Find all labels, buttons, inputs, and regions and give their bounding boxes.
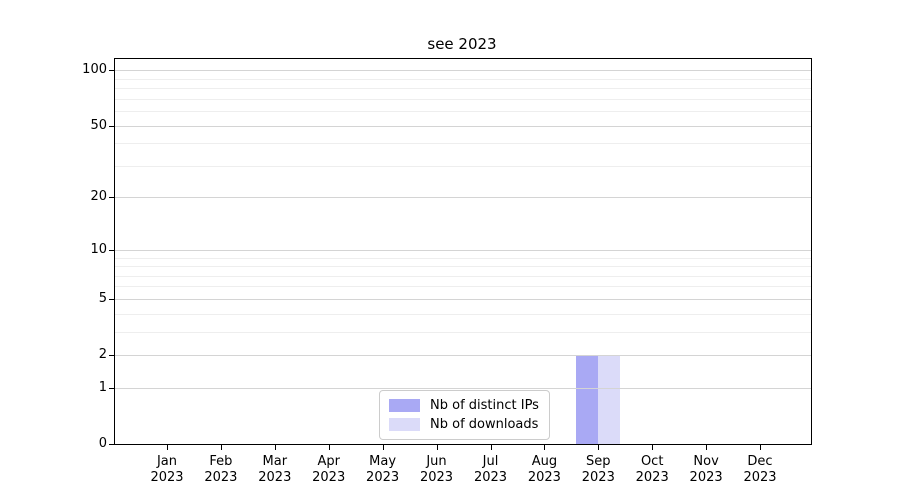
y-tick-label: 100	[82, 62, 107, 78]
y-tick-label: 20	[90, 189, 107, 205]
gridline-minor	[115, 275, 811, 277]
x-tick-year: 2023	[366, 470, 400, 485]
x-tick-year: 2023	[473, 470, 508, 485]
plot-area: 0 1 2 5 10 20 50 100 Jan 2023 Feb 2023 Mar 2023 Apr 202…	[82, 58, 812, 485]
x-tick-mark	[760, 445, 761, 450]
x-tick-label: Aug 2023	[511, 454, 577, 486]
gridline-minor	[115, 313, 811, 315]
y-tick-label: 10	[90, 241, 107, 257]
x-tick-mark	[598, 445, 600, 450]
x-tick-month: Mar	[262, 454, 288, 469]
x-tick-year: 2023	[581, 470, 615, 485]
x-tick-month: Jan	[156, 454, 178, 469]
x-tick-month: Apr	[317, 454, 340, 469]
x-tick-year: 2023	[258, 470, 292, 485]
legend: Nb of distinct IPs Nb of downloads	[379, 390, 550, 440]
gridline-minor	[115, 143, 811, 145]
x-tick-mark	[274, 445, 276, 450]
x-tick-year: 2023	[150, 470, 184, 485]
x-tick-label: Dec 2023	[727, 454, 793, 486]
gridline-minor	[115, 88, 811, 90]
x-tick-month: May	[369, 454, 397, 469]
x-tick-label: Jan 2023	[134, 454, 200, 486]
gridline-minor	[115, 78, 811, 80]
gridline-major	[115, 125, 811, 127]
x-tick-mark	[220, 445, 222, 450]
x-tick-label: Jun 2023	[404, 454, 470, 486]
x-tick-month: Aug	[531, 454, 558, 469]
chart-title: see 2023	[427, 35, 497, 53]
y-tick-label: 0	[98, 436, 107, 451]
x-tick-label: May 2023	[350, 454, 416, 486]
gridline-major	[115, 298, 811, 300]
x-tick-year: 2023	[312, 470, 346, 485]
x-tick-month: Dec	[747, 454, 773, 469]
x-tick-month: Jun	[426, 454, 447, 469]
legend-swatch	[389, 399, 420, 412]
gridline-major	[115, 387, 811, 389]
x-tick-mark	[382, 445, 384, 450]
x-tick-month: Jul	[482, 454, 499, 469]
y-tick-mark	[109, 355, 115, 356]
y-tick-mark	[109, 387, 115, 389]
x-tick-label: Oct 2023	[619, 454, 685, 486]
x-tick-mark	[706, 445, 708, 450]
legend-swatch	[389, 418, 420, 431]
legend-label: Nb of distinct IPs	[430, 398, 539, 413]
gridline-minor	[115, 266, 811, 267]
x-tick-month: Oct	[640, 454, 664, 469]
gridline-major	[115, 249, 811, 251]
x-tick-label: Feb 2023	[188, 454, 254, 486]
gridline-minor	[115, 98, 811, 100]
x-tick-mark	[167, 445, 168, 450]
x-tick-mark	[328, 445, 330, 450]
x-tick-year: 2023	[689, 470, 723, 485]
x-tick-label: Jul 2023	[458, 454, 524, 486]
y-tick-mark	[109, 70, 115, 72]
x-tick-year: 2023	[635, 470, 669, 485]
y-tick-mark	[109, 249, 115, 251]
x-tick-mark	[652, 445, 654, 450]
y-tick-mark	[109, 197, 115, 199]
gridline-major	[115, 197, 811, 199]
y-tick-label: 1	[98, 379, 107, 395]
bar-nb-of-distinct-ips	[576, 355, 599, 444]
gridline-major	[115, 355, 811, 356]
x-tick-month: Sep	[586, 454, 611, 469]
y-tick-mark	[109, 125, 115, 127]
x-tick-year: 2023	[743, 470, 777, 485]
y-tick-label: 2	[98, 347, 107, 362]
x-tick-label: Nov 2023	[673, 454, 739, 486]
gridline-minor	[115, 111, 811, 113]
x-tick-year: 2023	[204, 470, 238, 485]
gridline-minor	[115, 331, 811, 333]
y-tick-mark	[109, 444, 115, 445]
gridline-minor	[115, 257, 811, 259]
legend-item: Nb of downloads	[389, 417, 539, 432]
x-tick-year: 2023	[419, 470, 454, 485]
legend-item: Nb of distinct IPs	[389, 398, 539, 413]
gridline-minor	[115, 286, 811, 288]
x-tick-year: 2023	[527, 470, 561, 485]
x-tick-label: Mar 2023	[242, 454, 308, 486]
x-tick-label: Apr 2023	[296, 454, 362, 486]
legend-label: Nb of downloads	[430, 417, 539, 432]
x-tick-mark	[436, 445, 438, 450]
x-tick-month: Nov	[693, 454, 719, 469]
y-tick-label: 5	[98, 290, 107, 306]
x-tick-mark	[490, 445, 492, 450]
bar-nb-of-downloads	[598, 355, 621, 444]
gridline-minor	[115, 165, 811, 167]
y-tick-label: 50	[90, 117, 107, 133]
y-tick-mark	[109, 298, 115, 300]
x-tick-mark	[544, 445, 546, 450]
gridline-major	[115, 70, 811, 72]
x-tick-month: Feb	[209, 454, 233, 469]
x-tick-label: Sep 2023	[565, 454, 631, 486]
